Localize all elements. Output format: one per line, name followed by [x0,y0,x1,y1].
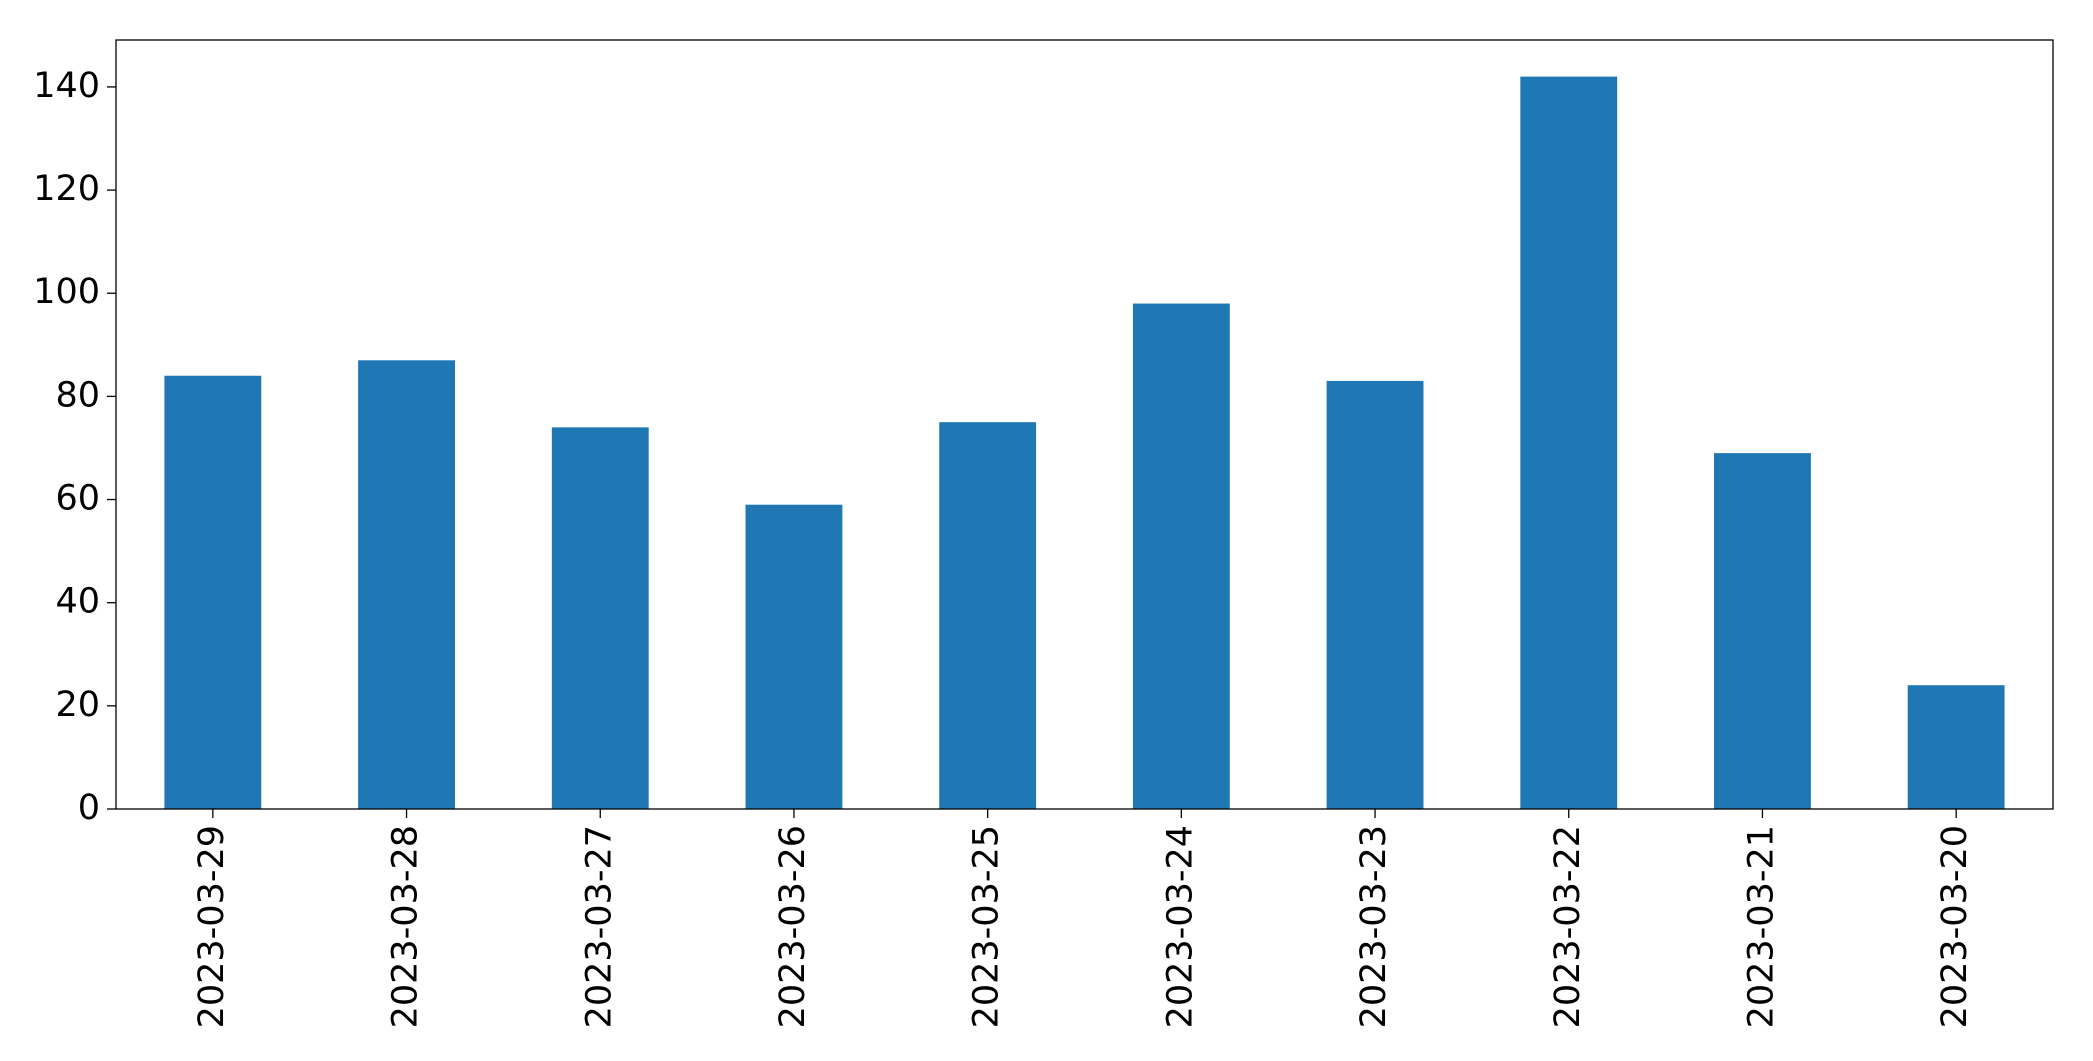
bar [1714,453,1811,809]
y-tick-label: 0 [78,788,100,828]
bar [358,360,455,809]
axes-frame [115,39,2054,810]
bar [164,375,262,809]
y-tick-label: 120 [33,169,100,209]
x-tick-label: 2023-03-23 [1354,825,1394,1028]
x-tick-label: 2023-03-22 [1548,825,1588,1028]
y-tick-label: 100 [33,272,100,312]
bar [551,427,649,809]
x-tick-label: 2023-03-21 [1741,825,1781,1028]
bar [745,504,843,809]
y-tick-label: 20 [55,685,100,725]
x-tick-label: 2023-03-29 [192,825,232,1028]
y-tick-label: 60 [55,479,100,519]
y-tick-label: 140 [33,66,100,106]
x-tick-label: 2023-03-25 [967,825,1007,1028]
x-tick-label: 2023-03-26 [773,825,813,1028]
bar [1132,303,1230,809]
x-tick-label: 2023-03-20 [1935,825,1975,1028]
x-tick-label: 2023-03-24 [1160,825,1200,1028]
x-tick-label: 2023-03-27 [579,825,619,1028]
y-tick-label: 80 [55,375,100,415]
y-tick-label: 40 [55,582,100,622]
x-tick-label: 2023-03-28 [386,825,426,1028]
bar [1907,685,2005,809]
bar [1520,76,1618,810]
bar [1326,380,1424,809]
bar [939,422,1037,809]
